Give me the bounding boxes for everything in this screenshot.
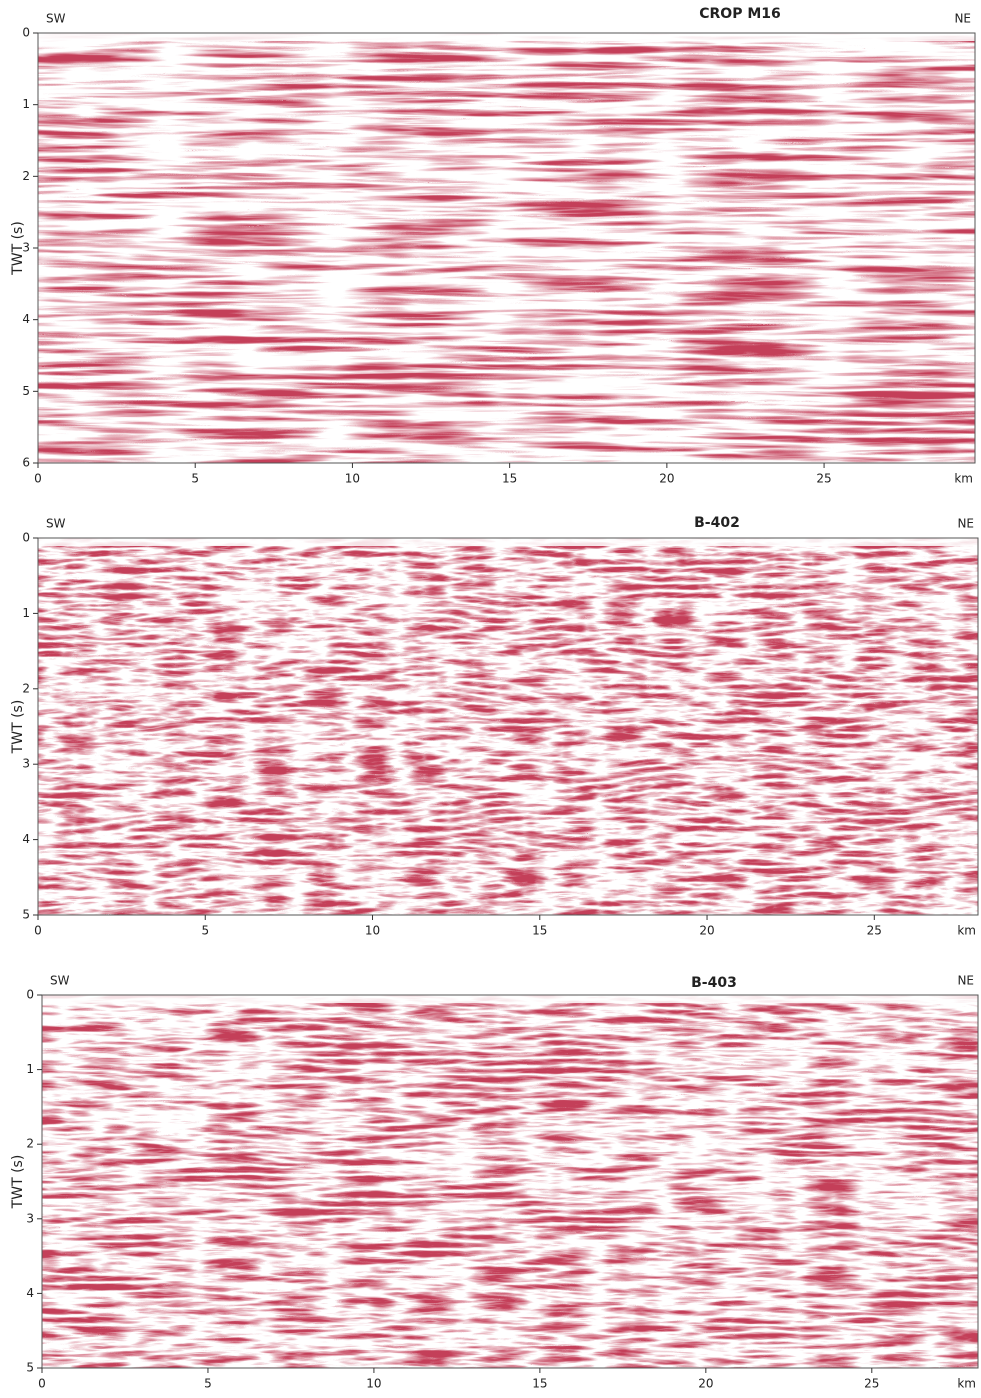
left-direction-label: SW <box>50 974 70 988</box>
y-tick-label: 1 <box>22 606 30 620</box>
water-column <box>38 538 978 546</box>
seismic-section <box>42 995 978 1368</box>
y-tick-label: 0 <box>26 988 34 1002</box>
right-direction-label: NE <box>957 517 974 531</box>
plot-frame <box>37 537 979 916</box>
y-axis-label: TWT (s) <box>10 1155 26 1210</box>
y-tick-label: 3 <box>22 241 30 255</box>
y-tick-label: 5 <box>26 1361 34 1375</box>
x-tick-label: 5 <box>191 472 199 486</box>
right-direction-label: NE <box>957 974 974 988</box>
x-tick-label: 20 <box>699 924 714 938</box>
y-tick-label: 4 <box>22 312 30 326</box>
y-tick-label: 2 <box>22 681 30 695</box>
x-tick-label: 25 <box>864 1377 879 1391</box>
right-direction-label: NE <box>954 12 971 26</box>
x-tick-label: 15 <box>532 1377 547 1391</box>
y-axis-label: TWT (s) <box>10 221 26 276</box>
x-tick-label: 10 <box>366 1377 381 1391</box>
panel-title: CROP M16 <box>699 6 781 22</box>
y-tick-label: 4 <box>26 1286 34 1300</box>
water-column <box>38 33 975 41</box>
y-tick-label: 1 <box>26 1062 34 1076</box>
x-tick-label: 10 <box>345 472 360 486</box>
x-tick-label: 0 <box>34 924 42 938</box>
x-unit-label: km <box>957 1377 976 1391</box>
water-column <box>42 995 978 1003</box>
y-tick-label: 3 <box>22 757 30 771</box>
x-unit-label: km <box>957 924 976 938</box>
y-tick-label: 6 <box>22 456 30 470</box>
x-tick-label: 10 <box>365 924 380 938</box>
y-tick-label: 2 <box>26 1137 34 1151</box>
x-tick-label: 25 <box>816 472 831 486</box>
plot-frame <box>41 994 979 1369</box>
y-tick-label: 5 <box>22 908 30 922</box>
y-tick-label: 3 <box>26 1211 34 1225</box>
y-tick-label: 4 <box>22 832 30 846</box>
panel-title: B-402 <box>694 515 740 531</box>
seismic-section <box>38 33 975 463</box>
y-tick-label: 2 <box>22 169 30 183</box>
panel-title: B-403 <box>691 975 737 991</box>
y-tick-label: 0 <box>22 26 30 40</box>
left-direction-label: SW <box>46 517 66 531</box>
x-tick-label: 5 <box>201 924 209 938</box>
left-direction-label: SW <box>46 12 66 26</box>
x-tick-label: 20 <box>698 1377 713 1391</box>
x-tick-label: 15 <box>532 924 547 938</box>
x-tick-label: 15 <box>502 472 517 486</box>
x-tick-label: 20 <box>659 472 674 486</box>
x-tick-label: 25 <box>867 924 882 938</box>
x-tick-label: 0 <box>34 472 42 486</box>
x-tick-label: 0 <box>38 1377 46 1391</box>
y-axis-label: TWT (s) <box>10 700 26 755</box>
y-tick-label: 0 <box>22 531 30 545</box>
y-tick-label: 5 <box>22 384 30 398</box>
seismic-section <box>38 538 978 915</box>
x-unit-label: km <box>954 472 973 486</box>
y-tick-label: 1 <box>22 97 30 111</box>
x-tick-label: 5 <box>204 1377 212 1391</box>
